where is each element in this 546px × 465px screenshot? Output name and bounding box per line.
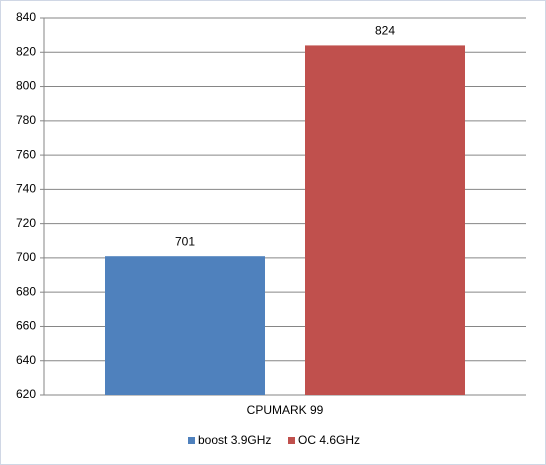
legend-swatch bbox=[288, 437, 295, 444]
data-label: 701 bbox=[175, 234, 195, 248]
y-tick-label: 840 bbox=[16, 10, 36, 24]
y-tick-label: 720 bbox=[16, 216, 36, 230]
y-tick-label: 680 bbox=[16, 284, 36, 298]
legend-label: boost 3.9GHz bbox=[198, 433, 271, 447]
y-tick-label: 740 bbox=[16, 182, 36, 196]
y-tick-label: 620 bbox=[16, 387, 36, 401]
y-tick-label: 700 bbox=[16, 250, 36, 264]
bar bbox=[105, 256, 265, 395]
legend-label: OC 4.6GHz bbox=[298, 433, 360, 447]
bar bbox=[305, 45, 465, 395]
y-tick-label: 780 bbox=[16, 113, 36, 127]
y-tick-label: 800 bbox=[16, 79, 36, 93]
x-tick-label: CPUMARK 99 bbox=[247, 403, 324, 417]
y-tick-label: 820 bbox=[16, 44, 36, 58]
y-tick-label: 760 bbox=[16, 147, 36, 161]
legend-swatch bbox=[188, 437, 195, 444]
y-tick-label: 660 bbox=[16, 319, 36, 333]
y-tick-label: 640 bbox=[16, 353, 36, 367]
data-label: 824 bbox=[375, 24, 395, 38]
